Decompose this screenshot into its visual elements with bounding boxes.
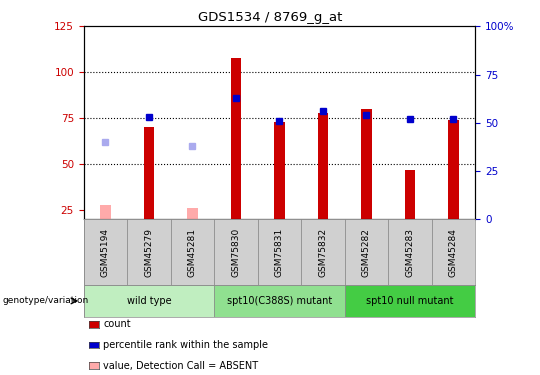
Bar bbox=[214, 219, 258, 285]
Text: GDS1534 / 8769_g_at: GDS1534 / 8769_g_at bbox=[198, 11, 342, 24]
Bar bbox=[231, 57, 241, 219]
Bar bbox=[431, 219, 475, 285]
Text: genotype/variation: genotype/variation bbox=[3, 296, 89, 305]
Bar bbox=[388, 219, 431, 285]
Text: wild type: wild type bbox=[127, 296, 171, 306]
Text: GSM45282: GSM45282 bbox=[362, 228, 371, 277]
Bar bbox=[127, 219, 171, 285]
Bar bbox=[214, 285, 345, 317]
Text: GSM75832: GSM75832 bbox=[319, 228, 327, 277]
Text: GSM75830: GSM75830 bbox=[232, 228, 240, 277]
Bar bbox=[361, 109, 372, 219]
Text: spt10 null mutant: spt10 null mutant bbox=[366, 296, 454, 306]
Text: GSM45281: GSM45281 bbox=[188, 228, 197, 277]
Bar bbox=[100, 205, 111, 219]
Text: GSM45284: GSM45284 bbox=[449, 228, 458, 277]
Bar bbox=[171, 219, 214, 285]
Bar bbox=[144, 128, 154, 219]
Bar bbox=[84, 285, 214, 317]
Bar bbox=[258, 219, 301, 285]
Bar bbox=[187, 209, 198, 219]
Text: GSM45279: GSM45279 bbox=[145, 228, 153, 277]
Bar bbox=[318, 113, 328, 219]
Bar bbox=[345, 219, 388, 285]
Text: GSM45194: GSM45194 bbox=[101, 228, 110, 277]
Text: GSM75831: GSM75831 bbox=[275, 228, 284, 277]
Text: spt10(C388S) mutant: spt10(C388S) mutant bbox=[227, 296, 332, 306]
Bar bbox=[345, 285, 475, 317]
Bar bbox=[448, 120, 459, 219]
Text: count: count bbox=[103, 320, 131, 329]
Text: percentile rank within the sample: percentile rank within the sample bbox=[103, 340, 268, 350]
Text: value, Detection Call = ABSENT: value, Detection Call = ABSENT bbox=[103, 361, 258, 370]
Bar bbox=[404, 170, 415, 219]
Text: GSM45283: GSM45283 bbox=[406, 228, 415, 277]
Bar bbox=[274, 122, 285, 219]
Bar bbox=[301, 219, 345, 285]
Bar bbox=[84, 219, 127, 285]
